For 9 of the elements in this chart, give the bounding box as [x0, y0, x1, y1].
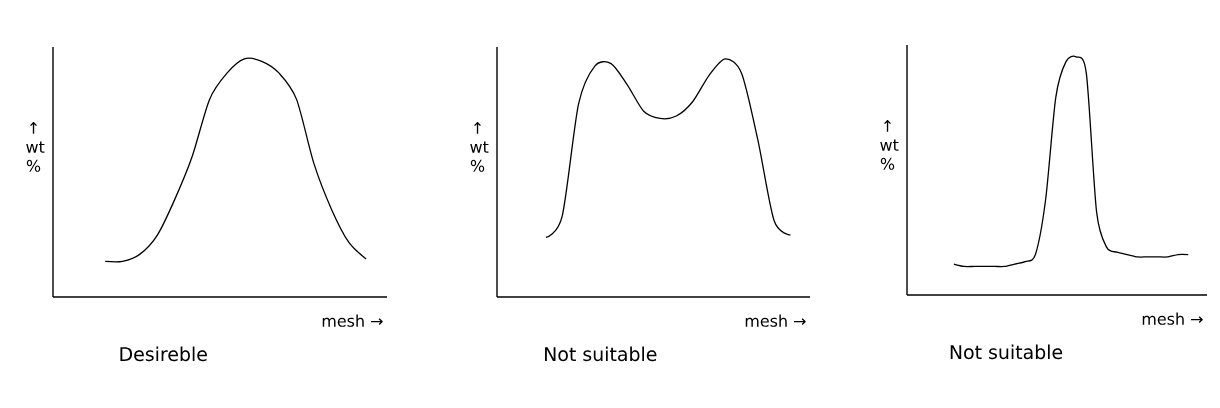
x-axis-title: mesh →	[322, 314, 383, 327]
text: Not suitable	[950, 344, 1063, 360]
y-axis-title: ↑ wt %	[470, 122, 489, 172]
x-axis-title: mesh →	[745, 314, 806, 327]
text: Not suitable	[545, 346, 657, 362]
y-axis-title: ↑ wt %	[26, 122, 45, 172]
x-axis-title: mesh →	[1142, 312, 1203, 325]
y-axis-title: ↑ wt %	[880, 120, 899, 170]
text: Desireble	[120, 346, 207, 362]
